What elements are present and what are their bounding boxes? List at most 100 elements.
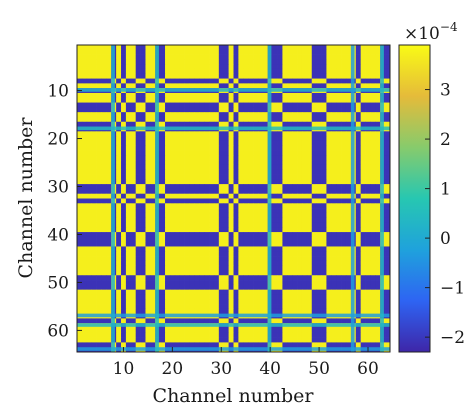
heatmap-cell: [262, 284, 269, 290]
heatmap-cell: [150, 97, 156, 103]
heatmap-cell: [213, 198, 220, 204]
heatmap-cell: [262, 107, 269, 113]
heatmap-cell: [125, 193, 132, 199]
heatmap-cell: [150, 260, 156, 267]
heatmap-cell: [150, 184, 156, 190]
heatmap-cell: [287, 164, 293, 171]
heatmap-cell: [238, 318, 244, 324]
heatmap-cell: [316, 342, 322, 348]
heatmap-cell: [218, 217, 225, 223]
heatmap-cell: [248, 116, 254, 123]
heatmap-cell: [184, 45, 190, 51]
heatmap-cell: [243, 112, 249, 118]
heatmap-cell: [297, 150, 303, 156]
heatmap-cell: [385, 299, 391, 305]
heatmap-cell: [160, 217, 166, 223]
heatmap-cell: [306, 212, 313, 219]
heatmap-cell: [326, 289, 332, 295]
heatmap-cell: [218, 193, 225, 199]
heatmap-cell: [341, 299, 347, 305]
heatmap-cell: [370, 160, 376, 166]
heatmap-cell: [277, 332, 283, 338]
heatmap-cell: [297, 198, 303, 204]
heatmap-cell: [326, 59, 332, 65]
heatmap-cell: [86, 212, 93, 219]
heatmap-cell: [292, 289, 298, 295]
heatmap-cell: [243, 121, 249, 127]
heatmap-cell: [385, 318, 391, 324]
heatmap-cell: [331, 203, 337, 209]
heatmap-cell: [96, 83, 102, 89]
heatmap-cell: [81, 280, 88, 286]
heatmap-cell: [365, 174, 371, 180]
heatmap-cell: [272, 217, 278, 223]
heatmap-cell: [272, 155, 278, 161]
heatmap-cell: [301, 54, 308, 60]
heatmap-cell: [77, 203, 83, 209]
heatmap-cell: [101, 116, 107, 123]
heatmap-cell: [116, 107, 122, 113]
heatmap-cell: [233, 328, 239, 334]
heatmap-cell: [165, 241, 171, 247]
heatmap-cell: [272, 107, 278, 113]
heatmap-cell: [194, 217, 200, 223]
heatmap-cell: [272, 169, 278, 175]
heatmap-cell: [238, 332, 244, 338]
heatmap-cell: [199, 232, 205, 238]
heatmap-cell: [86, 54, 93, 60]
heatmap-cell: [287, 265, 293, 271]
heatmap-cell: [121, 246, 127, 252]
heatmap-cell: [91, 83, 97, 89]
heatmap-cell: [301, 131, 308, 137]
heatmap-cell: [341, 193, 347, 199]
heatmap-cell: [145, 83, 151, 89]
heatmap-cell: [106, 140, 112, 147]
heatmap-cell: [77, 342, 83, 348]
heatmap-cell: [194, 304, 200, 310]
heatmap-cell: [150, 270, 156, 276]
heatmap-cell: [106, 227, 112, 233]
heatmap-cell: [311, 332, 317, 338]
heatmap-cell: [282, 160, 288, 166]
heatmap-cell: [81, 256, 88, 262]
heatmap-cell: [345, 270, 352, 276]
heatmap-cell: [287, 304, 293, 310]
heatmap-cell: [233, 102, 239, 108]
heatmap-cell: [253, 217, 259, 223]
heatmap-cell: [238, 121, 244, 127]
heatmap-cell: [248, 251, 254, 257]
heatmap-cell: [140, 222, 146, 228]
heatmap-cell: [150, 342, 156, 348]
heatmap-cell: [345, 289, 352, 295]
heatmap-cell: [233, 121, 239, 127]
heatmap-cell: [150, 304, 156, 310]
heatmap-cell: [311, 318, 317, 324]
heatmap-cell: [326, 116, 332, 123]
heatmap-cell: [77, 236, 83, 243]
heatmap-cell: [140, 92, 146, 99]
heatmap-cell: [204, 116, 210, 123]
heatmap-cell: [365, 45, 371, 51]
heatmap-cell: [130, 217, 137, 223]
heatmap-cell: [282, 136, 288, 142]
heatmap-cell: [385, 203, 391, 209]
heatmap-cell: [355, 107, 362, 113]
heatmap-cell: [145, 318, 151, 324]
heatmap-cell: [223, 222, 229, 228]
heatmap-cell: [331, 92, 337, 99]
heatmap-cell: [331, 49, 337, 55]
heatmap-cell: [297, 83, 303, 89]
heatmap-cell: [345, 136, 352, 142]
heatmap-cell: [101, 92, 107, 99]
heatmap-cell: [257, 193, 264, 199]
heatmap-cell: [101, 270, 107, 276]
heatmap-cell: [370, 280, 376, 286]
heatmap-cell: [233, 275, 239, 281]
heatmap-cell: [174, 208, 181, 214]
heatmap-cell: [101, 222, 107, 228]
heatmap-cell: [96, 299, 102, 305]
heatmap-cell: [385, 174, 391, 180]
heatmap-cell: [150, 107, 156, 113]
heatmap-cell: [160, 83, 166, 89]
